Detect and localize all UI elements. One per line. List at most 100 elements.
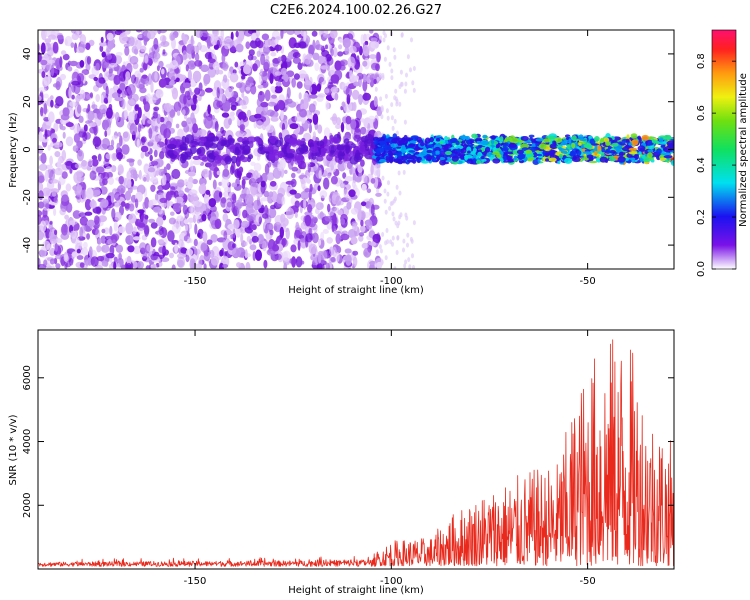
heatmap-noise-cell	[150, 81, 154, 93]
heatmap-noise-cell	[354, 75, 360, 81]
heatmap-signal-cell	[667, 135, 671, 140]
heatmap-signal-cell	[569, 150, 575, 157]
heatmap-noise-cell	[266, 172, 275, 181]
heatmap-noise-cell	[365, 219, 373, 230]
heatmap-noise-cell	[362, 79, 368, 92]
heatmap-signal-cell	[482, 134, 488, 139]
heatmap-signal-cell	[517, 153, 526, 160]
heatmap-noise-cell	[391, 211, 395, 217]
heatmap-noise-cell	[117, 185, 126, 195]
heatmap-noise-cell	[52, 41, 59, 54]
heatmap-noise-cell	[105, 252, 115, 259]
heatmap-noise-cell	[38, 163, 48, 171]
heatmap-signal-cell	[558, 147, 563, 151]
figure-title: C2E6.2024.100.02.26.G27	[270, 3, 442, 18]
heatmap-noise-cell	[344, 248, 352, 254]
heatmap-noise-cell	[379, 72, 382, 78]
heatmap-signal-cell	[639, 157, 644, 162]
heatmap-noise-cell	[62, 53, 70, 61]
heatmap-noise-cell	[164, 138, 168, 146]
heatmap-noise-cell	[66, 217, 75, 229]
heatmap-noise-cell	[43, 93, 49, 99]
heatmap-noise-cell	[175, 123, 180, 129]
heatmap-noise-cell	[149, 199, 158, 205]
heatmap-noise-cell	[384, 93, 388, 99]
heatmap-signal-cell	[628, 157, 636, 160]
heatmap-noise-cell	[139, 242, 147, 251]
heatmap-signal-cell	[376, 156, 381, 161]
heatmap-noise-cell	[157, 239, 165, 244]
heatmap-signal-cell	[467, 150, 471, 154]
heatmap-noise-cell	[171, 264, 176, 269]
heatmap-noise-cell	[59, 208, 66, 216]
heatmap-noise-cell	[117, 226, 126, 234]
heatmap-noise-cell	[330, 137, 340, 143]
heatmap-noise-cell	[358, 235, 364, 242]
heatmap-noise-cell	[150, 253, 158, 261]
heatmap-noise-cell	[72, 145, 79, 152]
heatmap-signal-cell	[611, 142, 619, 147]
heatmap-noise-cell	[192, 123, 199, 134]
heatmap-noise-cell	[284, 169, 288, 174]
heatmap-noise-cell	[329, 30, 338, 39]
heatmap-noise-cell	[114, 191, 121, 201]
heatmap-noise-cell	[210, 255, 220, 266]
heatmap-noise-cell	[89, 92, 93, 98]
heatmap-noise-cell	[360, 225, 366, 233]
heatmap-noise-cell	[38, 250, 44, 256]
heatmap-noise-cell	[320, 231, 325, 241]
heatmap-noise-cell	[210, 234, 218, 243]
heatmap-noise-cell	[239, 124, 246, 131]
heatmap-noise-cell	[337, 150, 344, 161]
heatmap-noise-cell	[340, 122, 345, 133]
heatmap-noise-cell	[289, 138, 298, 147]
heatmap-noise-cell	[150, 222, 158, 229]
heatmap-noise-cell	[337, 51, 344, 57]
heatmap-noise-cell	[195, 30, 203, 38]
heatmap-noise-cell	[75, 241, 79, 251]
heatmap-noise-cell	[161, 68, 165, 75]
snr-x-tick-label: -100	[380, 576, 403, 587]
heatmap-noise-cell	[202, 231, 208, 243]
heatmap-noise-cell	[155, 262, 160, 268]
heatmap-signal-cell	[439, 141, 444, 145]
heatmap-noise-cell	[394, 88, 398, 94]
heatmap-noise-cell	[322, 229, 329, 234]
heatmap-noise-cell	[207, 66, 217, 78]
heatmap-noise-cell	[321, 250, 328, 260]
heatmap-noise-cell	[235, 30, 239, 38]
heatmap-signal-cell	[545, 158, 549, 162]
heatmap-noise-cell	[193, 238, 198, 247]
heatmap-noise-cell	[333, 230, 342, 235]
heatmap-noise-cell	[340, 233, 350, 241]
heatmap-noise-cell	[118, 175, 124, 185]
heatmap-noise-cell	[345, 254, 352, 266]
colorbar-tick-label: 0.4	[696, 157, 707, 173]
heatmap-signal-cell	[578, 142, 582, 146]
heatmap-noise-cell	[370, 241, 377, 247]
spectrogram-y-label: Frequency (Hz)	[8, 112, 19, 188]
colorbar-tick-label: 0.2	[696, 209, 707, 225]
heatmap-noise-cell	[78, 212, 87, 218]
heatmap-noise-cell	[291, 256, 296, 268]
heatmap-noise-cell	[158, 225, 164, 236]
heatmap-noise-cell	[44, 129, 48, 140]
heatmap-noise-cell	[326, 56, 334, 66]
heatmap-noise-cell	[222, 213, 229, 222]
heatmap-noise-cell	[124, 190, 131, 201]
heatmap-noise-cell	[218, 69, 224, 75]
heatmap-noise-cell	[221, 176, 230, 189]
heatmap-signal-cell	[399, 139, 408, 145]
heatmap-noise-cell	[240, 156, 249, 163]
heatmap-noise-cell	[153, 180, 159, 186]
heatmap-noise-cell	[317, 263, 323, 269]
heatmap-noise-cell	[144, 55, 149, 64]
heatmap-noise-cell	[386, 45, 390, 51]
spectrogram-ticks: -150 -100 -50 -40 -20 0 20 40	[22, 30, 674, 287]
heatmap-noise-cell	[78, 150, 83, 157]
heatmap-noise-cell	[277, 99, 285, 110]
heatmap-noise-cell	[65, 122, 74, 128]
heatmap-noise-cell	[101, 51, 107, 58]
heatmap-noise-cell	[158, 246, 166, 254]
heatmap-noise-cell	[183, 179, 189, 186]
